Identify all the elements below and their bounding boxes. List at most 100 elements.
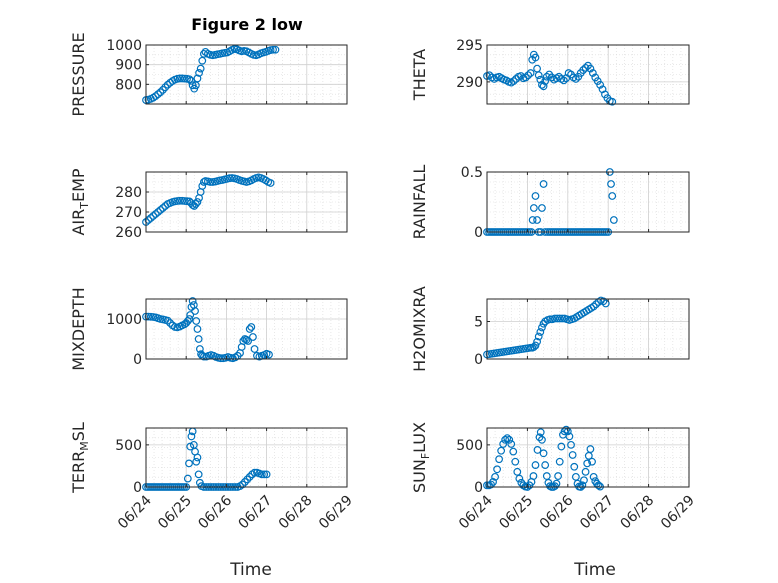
data-point bbox=[192, 317, 201, 325]
y-tick-label: 280 bbox=[115, 185, 142, 201]
data-point bbox=[245, 472, 254, 481]
axes-box bbox=[145, 44, 348, 105]
data-point bbox=[485, 71, 494, 80]
data-point bbox=[538, 323, 546, 332]
data-point bbox=[596, 80, 605, 89]
data-point bbox=[271, 45, 280, 54]
data-point bbox=[250, 468, 259, 477]
x-axis-label-left: Time bbox=[229, 560, 272, 580]
data-point bbox=[260, 470, 269, 479]
subplot-6: 0 5 H2OMIXRA bbox=[410, 286, 690, 372]
axes-box bbox=[486, 171, 690, 233]
data-point bbox=[238, 480, 247, 489]
y-axis-label: MIXDEPTH bbox=[69, 287, 88, 370]
data-point bbox=[541, 77, 550, 86]
data-point bbox=[559, 76, 568, 85]
data-point bbox=[555, 314, 564, 323]
data-point bbox=[178, 196, 187, 205]
data-point bbox=[193, 453, 202, 462]
data-point bbox=[187, 76, 195, 85]
data-point bbox=[599, 297, 608, 306]
data-point bbox=[144, 312, 153, 321]
data-point bbox=[608, 97, 617, 106]
data-point bbox=[193, 74, 202, 83]
data-point bbox=[538, 435, 546, 444]
data-point bbox=[175, 74, 184, 83]
data-point bbox=[541, 461, 550, 469]
data-point bbox=[191, 307, 199, 315]
data-point bbox=[216, 354, 225, 363]
data-point bbox=[186, 442, 195, 451]
data-point bbox=[242, 335, 251, 344]
data-point bbox=[553, 314, 562, 323]
data-point bbox=[562, 425, 571, 434]
data-point bbox=[547, 73, 556, 82]
data-point bbox=[146, 214, 155, 222]
data-point bbox=[245, 325, 254, 333]
data-point bbox=[533, 337, 541, 346]
data-point bbox=[493, 465, 502, 474]
data-point bbox=[528, 216, 537, 224]
data-point bbox=[529, 472, 538, 480]
data-point bbox=[156, 206, 165, 214]
data-point bbox=[535, 433, 544, 442]
subplot-1: 800 900 1000 PRESSURE bbox=[69, 32, 348, 117]
data-point bbox=[539, 180, 548, 188]
data-point bbox=[531, 461, 540, 469]
data-point bbox=[539, 449, 548, 458]
data-point bbox=[558, 314, 567, 323]
data-point bbox=[529, 204, 538, 212]
data-point bbox=[526, 69, 535, 77]
y-tick-label: 260 bbox=[115, 225, 142, 241]
y-axis-label: AIRTEMP bbox=[69, 168, 91, 235]
y-axis-label: SUNFLUX bbox=[410, 422, 432, 493]
data-point bbox=[567, 440, 575, 449]
axes-box bbox=[145, 427, 348, 488]
data-point bbox=[497, 446, 506, 455]
data-point bbox=[531, 53, 540, 62]
y-axis-label: TERRMSL bbox=[69, 422, 91, 494]
data-point bbox=[531, 192, 540, 200]
data-point bbox=[555, 72, 563, 81]
subplot-2: 290 295 THETA bbox=[410, 38, 690, 106]
data-point bbox=[511, 457, 520, 466]
data-point bbox=[183, 197, 191, 206]
data-point bbox=[183, 474, 192, 483]
y-tick-label: 800 bbox=[115, 77, 142, 93]
data-point bbox=[583, 459, 592, 468]
data-point bbox=[154, 90, 162, 99]
data-point bbox=[589, 472, 598, 481]
axes-box bbox=[486, 298, 690, 360]
data-point bbox=[185, 75, 194, 84]
data-point bbox=[151, 210, 160, 218]
data-point bbox=[198, 56, 207, 65]
data-point bbox=[513, 467, 522, 476]
data-point bbox=[517, 72, 525, 80]
data-point bbox=[533, 216, 541, 224]
data-point bbox=[244, 337, 253, 345]
data-point bbox=[568, 451, 577, 459]
data-point bbox=[534, 71, 543, 80]
data-point bbox=[192, 457, 201, 466]
y-tick-label: 295 bbox=[456, 38, 483, 54]
data-point bbox=[161, 83, 170, 92]
data-point bbox=[158, 204, 167, 212]
data-point bbox=[194, 335, 203, 343]
y-axis-label: RAINFALL bbox=[410, 165, 429, 240]
data-point bbox=[186, 311, 195, 319]
data-point bbox=[166, 319, 175, 327]
figure-title: Figure 2 low bbox=[191, 15, 303, 34]
data-point bbox=[594, 481, 603, 490]
data-point bbox=[533, 446, 542, 454]
data-point bbox=[509, 77, 518, 86]
data-point bbox=[163, 80, 172, 89]
data-point bbox=[539, 82, 548, 91]
y-tick-label: 0.5 bbox=[461, 165, 483, 181]
data-point bbox=[505, 435, 514, 444]
data-point bbox=[581, 467, 590, 476]
data-point bbox=[546, 315, 554, 324]
data-point bbox=[196, 64, 205, 73]
data-point bbox=[586, 445, 595, 453]
data-point bbox=[193, 198, 202, 206]
